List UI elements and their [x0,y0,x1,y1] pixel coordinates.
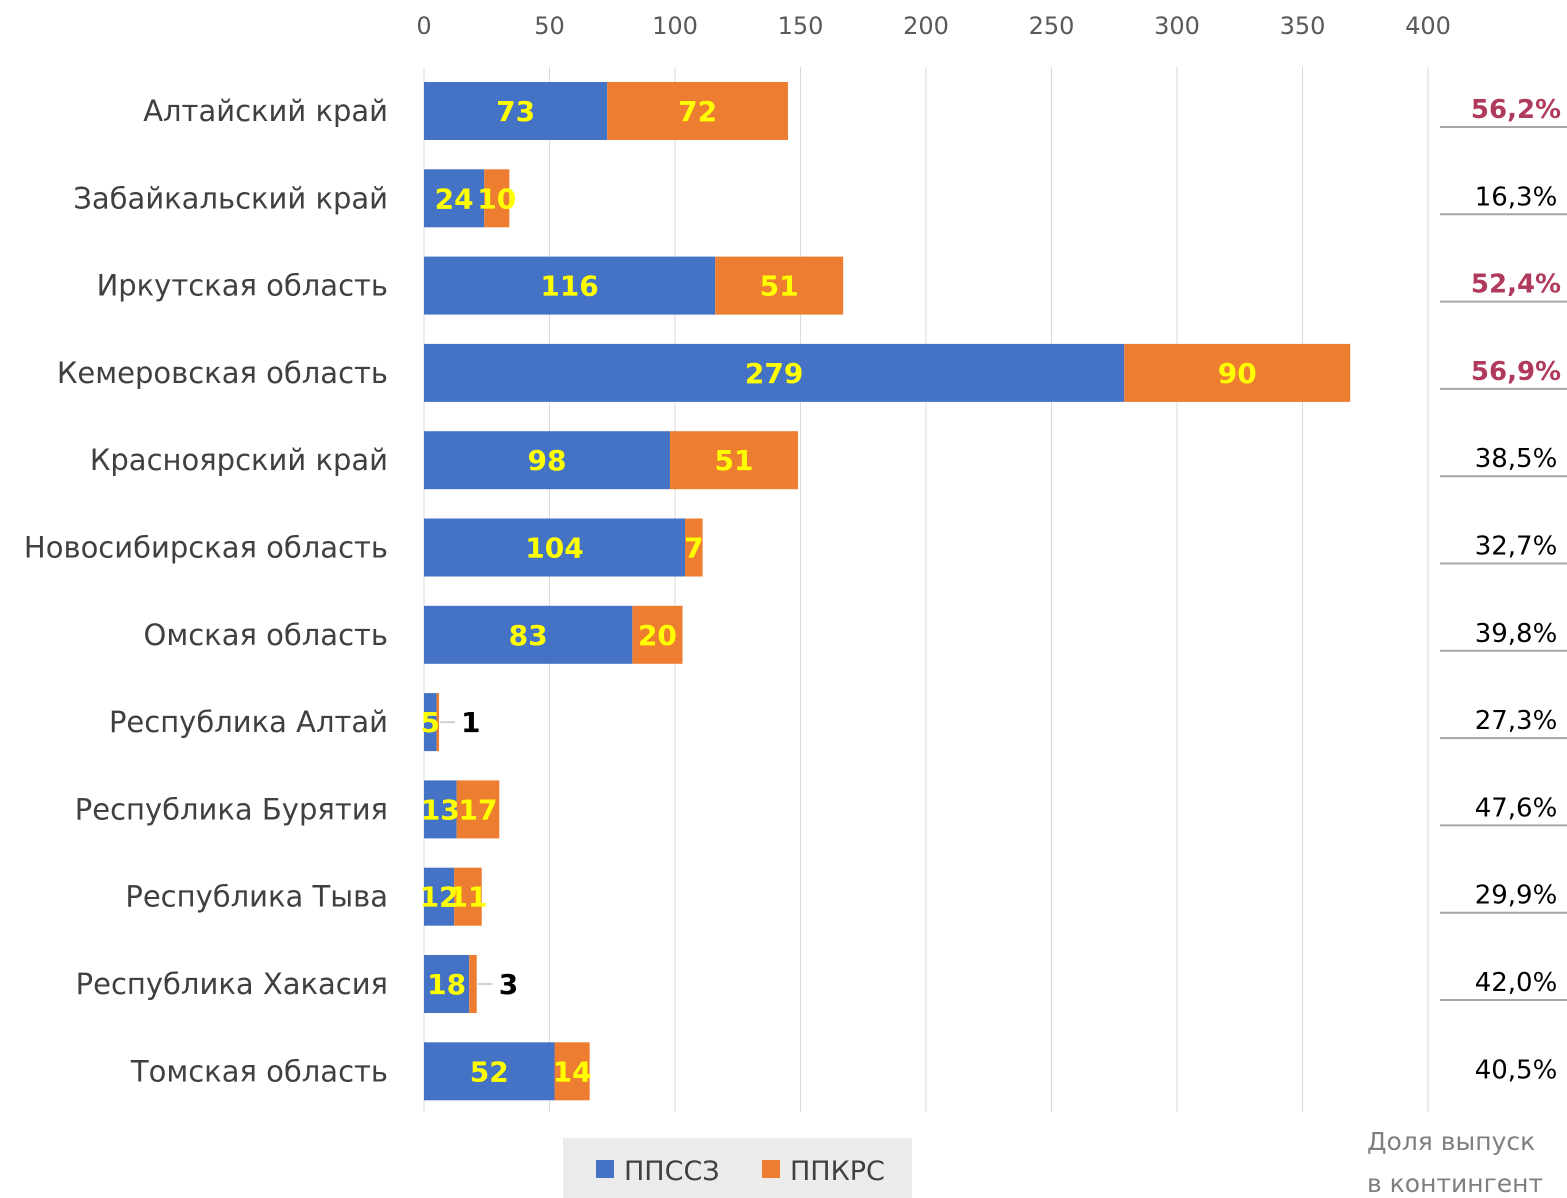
data-label: 18 [427,968,466,1001]
share-value: 56,9% [1471,357,1561,387]
bar-segment [424,780,457,839]
share-value: 42,0% [1475,968,1558,998]
category-label: Алтайский край [143,94,388,128]
data-label: 11 [448,881,487,914]
bar-segment [715,256,844,315]
data-label: 83 [509,619,548,652]
bar-segment [424,693,437,752]
x-tick-label: 100 [652,12,698,40]
bar-segment [424,605,633,664]
bar-segment [456,780,500,839]
share-column: 56,2% 16,3% 52,4% 56,9% 38,5% 32,7% 39,8% 27,3%… [1440,95,1567,1085]
bar-segment [424,431,670,490]
data-label: 51 [715,444,754,477]
data-label: 20 [638,619,677,652]
data-label: 104 [525,532,583,565]
category-label: Томская область [130,1054,388,1088]
bar-segment [424,1042,555,1101]
footnote-line-2: в контингент [1367,1169,1543,1198]
data-label: 90 [1218,357,1257,390]
data-label: 13 [421,793,460,826]
category-label: Омская область [144,618,388,652]
bar-segment [424,256,716,315]
bar-segment [424,82,608,140]
category-label: Республика Тыва [125,880,388,914]
x-tick-label: 350 [1280,12,1326,40]
data-label: 98 [528,444,567,477]
bar-segment [1124,343,1351,402]
bar-segment [424,518,686,577]
x-tick-label: 150 [778,12,824,40]
share-value: 47,6% [1475,793,1558,823]
data-label: 1 [461,706,480,739]
legend: ППССЗ ППКРС [563,1138,912,1198]
data-label: 52 [470,1055,509,1088]
bar-segment [424,867,455,926]
category-label: Республика Хакасия [76,967,388,1001]
data-label: 5 [421,706,440,739]
data-label: 7 [684,532,703,565]
bar-segment [484,169,510,228]
legend-label-ppssz: ППССЗ [624,1156,720,1187]
legend-swatch-ppkrs [762,1160,780,1178]
category-label: Новосибирская область [24,531,388,565]
x-tick-label: 50 [534,12,565,40]
bar-segment [669,431,798,490]
data-label: 116 [540,270,598,303]
share-value: 27,3% [1475,706,1558,736]
bar-segment [454,867,482,926]
category-label: Республика Бурятия [75,792,388,826]
share-value: 39,8% [1475,619,1558,649]
share-value: 32,7% [1475,532,1558,562]
bar-segment [685,518,703,577]
data-label: 72 [678,95,717,128]
share-value: 29,9% [1475,881,1558,911]
x-tick-label: 300 [1154,12,1200,40]
x-axis-ticks: 0 50 100 150 200 250 300 350 400 [416,12,1451,40]
category-labels: Алтайский край Забайкальский край Иркутска… [24,94,388,1088]
category-label: Красноярский край [90,443,388,477]
share-value: 38,5% [1475,444,1558,474]
bar-segment [469,955,477,1013]
bar-segment [424,343,1125,402]
bar-segment [632,605,683,664]
bar-segment [424,955,470,1013]
x-tick-label: 400 [1405,12,1451,40]
bar-segment [424,169,485,228]
footnote-line-1: Доля выпуск [1367,1127,1535,1156]
category-label: Забайкальский край [73,181,388,215]
legend-swatch-ppssz [596,1160,614,1178]
data-label: 10 [477,182,516,215]
x-tick-label: 250 [1029,12,1075,40]
bars [424,82,1351,1101]
data-label: 3 [499,968,518,1001]
data-label: 24 [435,182,474,215]
data-label: 17 [458,793,497,826]
x-tick-label: 0 [416,12,431,40]
bar-segment [607,82,788,140]
data-label: 14 [553,1055,592,1088]
category-label: Кемеровская область [57,356,388,390]
data-label: 51 [760,270,799,303]
bar-segment [436,693,440,752]
x-tick-label: 200 [903,12,949,40]
share-value: 40,5% [1475,1055,1558,1085]
grid-lines [423,67,1429,1112]
category-label: Республика Алтай [109,705,388,739]
share-value: 56,2% [1471,95,1561,125]
share-value: 16,3% [1475,182,1558,212]
share-value: 52,4% [1471,270,1561,300]
legend-box [563,1138,912,1198]
category-label: Иркутская область [97,269,388,303]
data-label: 73 [496,95,535,128]
data-label: 279 [745,357,803,390]
data-label: 12 [420,881,459,914]
legend-label-ppkrs: ППКРС [790,1156,885,1187]
bar-segment [554,1042,590,1101]
